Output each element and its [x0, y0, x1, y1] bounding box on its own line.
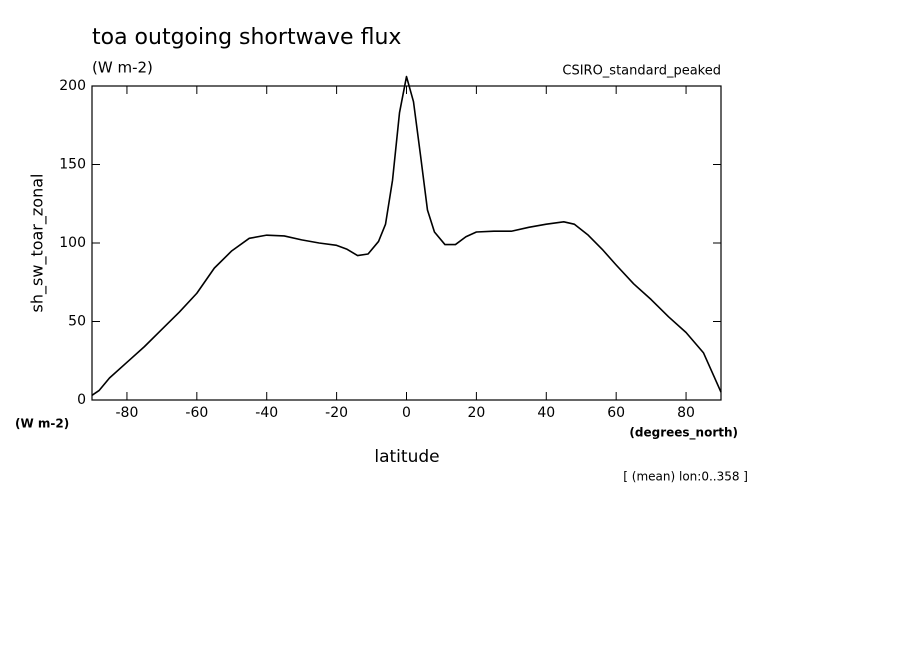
subtitle: (W m-2) [92, 59, 153, 77]
y-tick-label: 50 [68, 314, 86, 330]
x-tick-label: -40 [255, 405, 278, 421]
x-tick-label: -80 [116, 405, 139, 421]
y-tick-label: 100 [59, 235, 86, 251]
y-units: (W m-2) [15, 417, 69, 431]
chart-title: toa outgoing shortwave flux [92, 25, 401, 50]
note: [ (mean) lon:0..358 ] [623, 470, 748, 484]
data-line [91, 75, 722, 396]
y-tick-label: 0 [77, 392, 86, 408]
x-axis-label: latitude [374, 447, 439, 467]
x-tick-label: 0 [402, 405, 411, 421]
y-tick-label: 200 [59, 78, 86, 94]
x-tick-label: 80 [677, 405, 695, 421]
y-axis-label: sh_sw_toar_zonal [28, 174, 48, 313]
x-tick-label: 60 [607, 405, 625, 421]
x-tick-label: 20 [467, 405, 485, 421]
x-tick-label: -20 [325, 405, 348, 421]
x-tick-label: 40 [537, 405, 555, 421]
dataset-label: CSIRO_standard_peaked [562, 64, 721, 79]
x-tick-label: -60 [185, 405, 208, 421]
y-tick-label: 150 [59, 157, 86, 173]
x-units: (degrees_north) [629, 426, 738, 441]
